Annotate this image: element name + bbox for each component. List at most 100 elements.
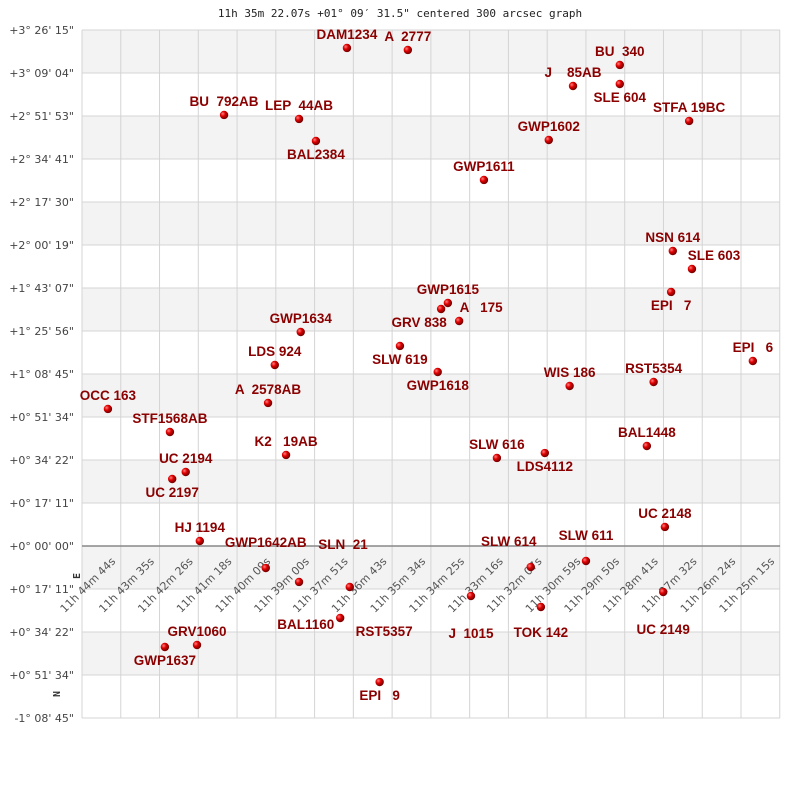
star-marker[interactable]	[403, 45, 413, 55]
star-marker[interactable]	[395, 341, 405, 351]
star-marker[interactable]	[454, 316, 464, 326]
star-label: BU 340	[595, 44, 645, 59]
star-label: OCC 163	[80, 388, 137, 403]
star-marker[interactable]	[526, 562, 535, 572]
star-marker[interactable]	[492, 453, 502, 463]
star-label: GWP1618	[407, 378, 470, 393]
star-label: HJ 1194	[175, 520, 226, 535]
star-label: J 1015	[448, 626, 494, 641]
y-tick-label: +3° 09' 04"	[9, 67, 74, 80]
star-label: EPI 6	[733, 340, 774, 355]
star-marker[interactable]	[375, 677, 384, 687]
star-marker[interactable]	[345, 582, 354, 592]
y-tick-label: +1° 25' 56"	[9, 325, 74, 338]
star-label: SLE 603	[688, 248, 741, 263]
star-label: GWP1634	[270, 311, 333, 326]
star-marker[interactable]	[165, 427, 175, 437]
y-tick-label: +0° 00' 00"	[9, 540, 74, 553]
star-label: SLE 604	[594, 90, 647, 105]
star-label: BAL2384	[287, 147, 345, 162]
star-marker[interactable]	[540, 448, 550, 458]
y-tick-label: +0° 34' 22"	[9, 626, 74, 639]
star-marker[interactable]	[181, 467, 190, 477]
star-marker[interactable]	[281, 450, 291, 460]
chart-title: 11h 35m 22.07s +01° 09′ 31.5" centered 3…	[218, 7, 582, 20]
y-tick-label: +2° 00' 19"	[9, 239, 74, 252]
star-label: BAL1448	[618, 425, 676, 440]
star-label: LDS 924	[248, 344, 302, 359]
star-label: GWP1637	[134, 653, 196, 668]
star-marker[interactable]	[195, 536, 205, 546]
star-label: SLW 611	[559, 528, 614, 543]
star-marker[interactable]	[466, 591, 476, 601]
star-label: GWP1611	[453, 159, 515, 174]
star-marker[interactable]	[433, 367, 442, 377]
star-label: NSN 614	[645, 230, 700, 245]
star-label: UC 2148	[638, 506, 692, 521]
star-marker[interactable]	[103, 404, 113, 414]
star-marker[interactable]	[684, 116, 694, 126]
star-label: A 2777	[384, 29, 431, 44]
star-label: BU 792AB	[190, 94, 259, 109]
star-marker[interactable]	[261, 563, 270, 573]
star-marker[interactable]	[642, 441, 652, 451]
star-marker[interactable]	[219, 110, 229, 120]
star-marker[interactable]	[581, 556, 591, 566]
star-label: RST5354	[625, 361, 683, 376]
star-label: UC 2197	[146, 485, 199, 500]
y-tick-label: +0° 17' 11"	[9, 583, 74, 596]
star-marker[interactable]	[342, 43, 352, 53]
y-tick-label: +3° 26' 15"	[9, 24, 74, 37]
star-marker[interactable]	[748, 356, 758, 366]
star-label: DAM1234	[317, 27, 378, 42]
star-label: GWP1602	[518, 119, 580, 134]
star-label: STFA 19BC	[653, 100, 726, 115]
star-marker[interactable]	[270, 360, 279, 370]
y-tick-label: -1° 08' 45"	[14, 712, 74, 725]
star-label: GRV 838	[391, 315, 447, 330]
compass-east-label: E	[72, 573, 83, 579]
star-marker[interactable]	[666, 287, 676, 297]
star-marker[interactable]	[167, 474, 177, 484]
y-tick-label: +0° 51' 34"	[9, 411, 74, 424]
star-label: SLW 616	[469, 437, 525, 452]
star-marker[interactable]	[660, 522, 670, 532]
star-marker[interactable]	[615, 60, 624, 70]
star-marker[interactable]	[649, 377, 658, 387]
y-tick-label: +1° 43' 07"	[9, 282, 74, 295]
star-marker[interactable]	[311, 136, 321, 146]
star-label: STF1568AB	[132, 411, 207, 426]
star-label: SLW 614	[481, 534, 537, 549]
star-label: UC 2194	[159, 451, 213, 466]
star-marker[interactable]	[568, 81, 578, 91]
y-tick-label: +0° 34' 22"	[9, 454, 74, 467]
star-marker[interactable]	[192, 640, 202, 650]
y-tick-label: +0° 17' 11"	[9, 497, 74, 510]
star-marker[interactable]	[294, 577, 304, 587]
star-points	[103, 43, 758, 687]
star-marker[interactable]	[687, 264, 697, 274]
star-label: SLN 21	[318, 537, 368, 552]
y-tick-label: +2° 51' 53"	[9, 110, 74, 123]
star-marker[interactable]	[544, 135, 553, 145]
star-marker[interactable]	[565, 381, 574, 391]
star-label: EPI 9	[359, 688, 400, 703]
star-marker[interactable]	[536, 602, 546, 612]
star-marker[interactable]	[263, 398, 273, 408]
star-marker[interactable]	[335, 613, 345, 623]
star-marker[interactable]	[668, 246, 677, 256]
star-marker[interactable]	[443, 298, 453, 308]
star-label: RST5357	[356, 624, 413, 639]
star-marker[interactable]	[296, 327, 305, 337]
star-marker[interactable]	[294, 114, 304, 124]
star-label: K2 19AB	[255, 434, 318, 449]
star-marker[interactable]	[160, 642, 170, 652]
compass-north-label: N	[52, 691, 63, 697]
star-marker[interactable]	[615, 79, 624, 89]
star-marker[interactable]	[659, 587, 668, 597]
star-label: TOK 142	[514, 625, 569, 640]
star-label: A 175	[460, 300, 504, 315]
star-marker[interactable]	[436, 304, 446, 314]
star-marker[interactable]	[479, 175, 489, 185]
